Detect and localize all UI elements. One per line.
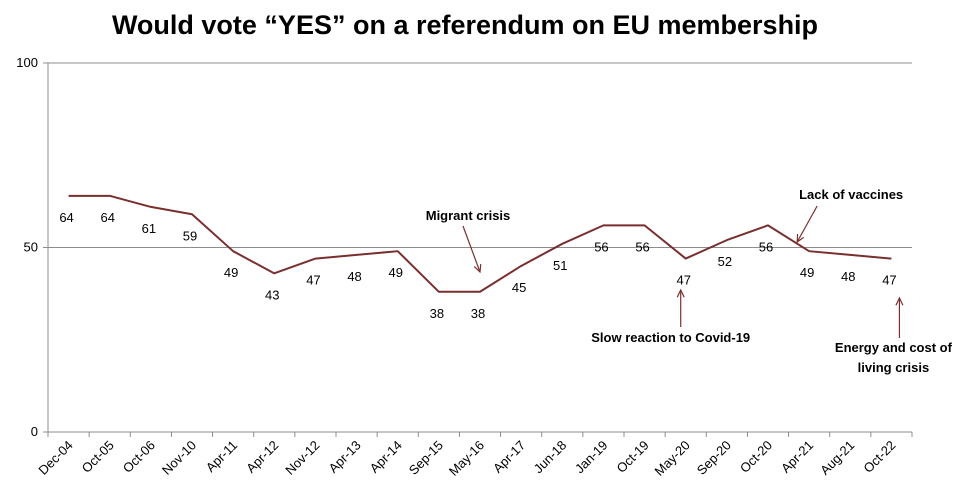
data-label: 56 — [635, 239, 649, 254]
annotation-3: Lack of vaccines — [796, 187, 903, 244]
x-tick-label: Apr-14 — [367, 438, 405, 476]
data-labels: 64 64 61 59 49 43 47 48 49 38 38 45 51 56 56 47 52 56 49 48… — [59, 210, 896, 321]
x-tick-label: Dec-04 — [35, 438, 75, 478]
data-label: 47 — [882, 273, 896, 288]
data-label: 59 — [183, 228, 197, 243]
x-tick-labels: Dec-04 Oct-05 Oct-06 Nov-10 Apr-11 Apr-12 Nov-… — [35, 438, 898, 479]
y-tick-labels: 0 50 100 — [16, 55, 38, 439]
data-label: 49 — [388, 265, 402, 280]
x-tick-label: Jan-19 — [572, 438, 611, 477]
annotation-text: Lack of vaccines — [799, 187, 903, 202]
data-label: 56 — [759, 239, 773, 254]
annotation-4: Energy and cost of living crisis — [835, 296, 953, 375]
x-tick-label: Apr-17 — [490, 438, 528, 476]
annotation-arrow-head — [676, 288, 685, 298]
data-label: 48 — [841, 269, 855, 284]
axes — [43, 62, 913, 437]
annotation-arrow-head — [796, 233, 805, 244]
annotations: Migrant crisis Slow reaction to Covid-19 L… — [426, 187, 953, 375]
data-label: 49 — [224, 265, 238, 280]
data-label: 56 — [594, 239, 608, 254]
x-tick-label: Apr-21 — [778, 438, 816, 476]
x-tick-label: Apr-12 — [243, 438, 281, 476]
data-label: 51 — [553, 258, 567, 273]
chart-title: Would vote “YES” on a referendum on EU m… — [112, 10, 818, 40]
x-tick-label: May-20 — [652, 438, 693, 479]
data-label: 47 — [676, 273, 690, 288]
annotation-text: Energy and cost of living crisis — [835, 340, 953, 375]
data-label: 47 — [306, 273, 320, 288]
x-tick-label: Nov-10 — [159, 438, 199, 478]
data-label: 52 — [718, 254, 732, 269]
gridlines — [48, 62, 912, 248]
annotation-arrow-head — [895, 296, 904, 306]
data-label: 38 — [471, 306, 485, 321]
annotation-1: Migrant crisis — [426, 208, 511, 274]
x-tick-label: Sep-20 — [694, 438, 734, 478]
annotation-arrow-shaft — [796, 205, 818, 243]
data-label: 61 — [142, 221, 156, 236]
data-label: 43 — [265, 287, 279, 302]
annotation-2: Slow reaction to Covid-19 — [591, 288, 750, 345]
y-tick-label: 100 — [16, 55, 38, 70]
y-tick-label: 50 — [24, 240, 38, 255]
data-label: 64 — [100, 210, 114, 225]
x-tick-label: Nov-12 — [282, 438, 322, 478]
series-line — [68, 194, 892, 293]
data-label: 38 — [430, 306, 444, 321]
data-label: 45 — [512, 280, 526, 295]
x-tick-label: Oct-06 — [120, 438, 158, 476]
x-tick-label: Aug-21 — [817, 438, 857, 478]
annotation-arrow-shaft — [462, 225, 481, 273]
data-label: 64 — [59, 210, 73, 225]
x-tick-label: Apr-13 — [325, 438, 363, 476]
x-tick-label: Jun-18 — [531, 438, 570, 477]
annotation-text: Migrant crisis — [426, 208, 511, 223]
y-tick-label: 0 — [31, 424, 38, 439]
x-tick-label: Oct-20 — [737, 438, 775, 476]
x-tick-label: Sep-15 — [406, 438, 446, 478]
data-label: 48 — [347, 269, 361, 284]
annotation-text: Slow reaction to Covid-19 — [591, 330, 750, 345]
annotation-arrow-head — [473, 263, 482, 274]
x-tick-label: Oct-22 — [860, 438, 898, 476]
data-label: 49 — [800, 265, 814, 280]
x-tick-label: Apr-11 — [203, 438, 241, 476]
x-tick-label: Oct-19 — [613, 438, 651, 476]
x-tick-label: May-16 — [446, 438, 487, 479]
x-tick-label: Oct-05 — [79, 438, 117, 476]
